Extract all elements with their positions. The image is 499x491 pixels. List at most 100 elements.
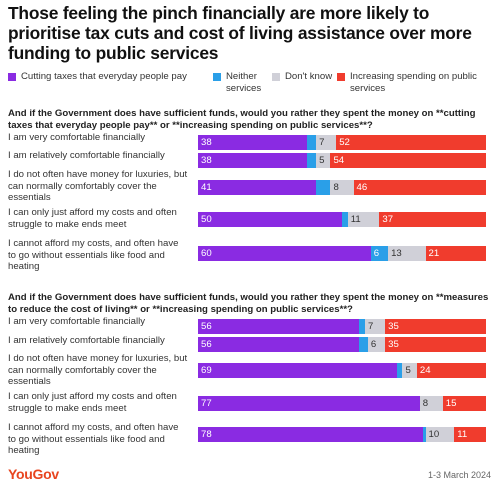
legend-label-cutting-taxes: Cutting taxes that everyday people pay — [21, 71, 187, 82]
bar-segment-cutting-taxes: 69 — [198, 363, 397, 378]
legend-item-dont-know: Don't know — [272, 71, 332, 83]
stacked-bar: 41 8 46 — [198, 180, 486, 195]
bar-segment-increasing-spending: 46 — [353, 180, 486, 195]
row-label: I am very comfortable financially — [8, 316, 146, 327]
legend-item-cutting-taxes: Cutting taxes that everyday people pay — [8, 71, 187, 83]
data-label: 41 — [201, 182, 212, 193]
bar-segment-increasing-spending: 35 — [385, 337, 486, 352]
bar-segment-cutting-taxes: 41 — [198, 180, 317, 195]
stacked-bar: 78 10 11 — [198, 427, 486, 442]
data-label: 56 — [201, 321, 212, 332]
bar-segment-increasing-spending: 52 — [336, 135, 486, 150]
row-label: I am relatively comfortable financially — [8, 150, 165, 161]
bar-segment-neither — [307, 135, 317, 150]
data-label: 35 — [388, 339, 399, 350]
bar-segment-dont-know: 8 — [330, 180, 354, 195]
data-label: 8 — [333, 182, 339, 193]
row-label: I do not often have money for luxuries, … — [8, 353, 188, 387]
bar-segment-cutting-taxes: 78 — [198, 427, 423, 442]
data-label: 7 — [319, 137, 325, 148]
bar-segment-neither — [422, 427, 426, 442]
bar-segment-cutting-taxes: 60 — [198, 246, 371, 261]
data-label: 78 — [201, 429, 212, 440]
row-label: I cannot afford my costs, and often have… — [8, 238, 179, 272]
bar-segment-dont-know: 8 — [419, 396, 443, 411]
bar-segment-neither — [359, 319, 366, 334]
bar-segment-dont-know: 5 — [402, 363, 417, 378]
question-2: And if the Government does have sufficie… — [8, 292, 489, 315]
bar-segment-cutting-taxes: 77 — [198, 396, 420, 411]
data-label: 60 — [201, 248, 212, 259]
bar-segment-increasing-spending: 35 — [385, 319, 486, 334]
stacked-bar: 56 6 35 — [198, 337, 486, 352]
legend-swatch-increasing-spending — [337, 73, 345, 81]
bar-segment-neither — [359, 337, 368, 352]
data-label: 15 — [445, 398, 457, 409]
data-label: 6 — [370, 339, 377, 350]
bar-segment-neither — [396, 363, 403, 378]
bar-segment-cutting-taxes: 56 — [198, 337, 360, 352]
bar-segment-neither — [342, 212, 348, 227]
data-label: 5 — [405, 365, 411, 376]
data-label: 37 — [382, 214, 394, 225]
data-label: 52 — [339, 137, 350, 148]
bar-segment-increasing-spending: 11 — [454, 427, 486, 442]
row-label: I do not often have money for luxuries, … — [8, 169, 188, 203]
data-label: 13 — [391, 248, 402, 259]
data-label: 24 — [419, 365, 431, 376]
bar-segment-cutting-taxes: 56 — [198, 319, 360, 334]
data-label: 56 — [201, 339, 212, 350]
question-1: And if the Government does have sufficie… — [8, 108, 476, 131]
bar-segment-neither — [316, 180, 331, 195]
bar-segment-increasing-spending: 15 — [442, 396, 486, 411]
stacked-bar: 50 11 37 — [198, 212, 486, 227]
bar-segment-neither — [307, 153, 317, 168]
bar-segment-increasing-spending: 37 — [379, 212, 486, 227]
data-label: 7 — [368, 321, 374, 332]
legend-swatch-neither — [213, 73, 221, 81]
row-label: I am relatively comfortable financially — [8, 335, 165, 346]
stacked-bar: 38 5 54 — [198, 153, 486, 168]
bar-segment-cutting-taxes: 38 — [198, 135, 308, 150]
bar-segment-dont-know: 6 — [367, 337, 386, 352]
row-label: I can only just afford my costs and ofte… — [8, 207, 177, 230]
chart-title: Those feeling the pinch financially are … — [8, 3, 472, 63]
data-label: 77 — [201, 398, 212, 409]
stacked-bar: 77 8 15 — [198, 396, 486, 411]
stacked-bar: 38 7 52 — [198, 135, 486, 150]
bar-segment-dont-know: 7 — [365, 319, 386, 334]
survey-date: 1-3 March 2024 — [427, 470, 491, 480]
data-label: 21 — [428, 248, 440, 259]
row-label: I can only just afford my costs and ofte… — [8, 391, 177, 414]
bar-segment-cutting-taxes: 50 — [198, 212, 342, 227]
data-label: 6 — [373, 248, 380, 259]
bar-segment-dont-know: 13 — [388, 246, 426, 261]
data-label: 8 — [422, 398, 429, 409]
bar-segment-increasing-spending: 54 — [330, 153, 486, 168]
data-label: 50 — [201, 214, 212, 225]
row-label: I cannot afford my costs, and often have… — [8, 422, 179, 456]
legend-swatch-dont-know — [272, 73, 280, 81]
legend: Cutting taxes that everyday people pay N… — [8, 70, 494, 100]
data-label: 10 — [428, 429, 440, 440]
legend-item-increasing-spending: Increasing spending on public services — [337, 71, 494, 95]
legend-swatch-cutting-taxes — [8, 73, 16, 81]
data-label: 11 — [457, 429, 468, 440]
bar-segment-dont-know: 10 — [425, 427, 455, 442]
data-label: 35 — [388, 321, 399, 332]
bar-segment-dont-know: 7 — [316, 135, 337, 150]
data-label: 38 — [201, 137, 212, 148]
stacked-bar: 69 5 24 — [198, 363, 486, 378]
data-label: 54 — [333, 155, 345, 166]
row-label: I am very comfortable financially — [8, 132, 146, 143]
yougov-logo: YouGov — [8, 466, 59, 482]
data-label: 46 — [356, 182, 368, 193]
stacked-bar: 60 6 13 21 — [198, 246, 486, 261]
stacked-bar: 56 7 35 — [198, 319, 486, 334]
data-label: 5 — [319, 155, 325, 166]
bar-segment-dont-know: 5 — [316, 153, 331, 168]
bar-segment-neither: 6 — [370, 246, 389, 261]
bar-segment-dont-know: 11 — [347, 212, 380, 227]
bar-segment-increasing-spending: 24 — [416, 363, 486, 378]
data-label: 69 — [201, 365, 212, 376]
